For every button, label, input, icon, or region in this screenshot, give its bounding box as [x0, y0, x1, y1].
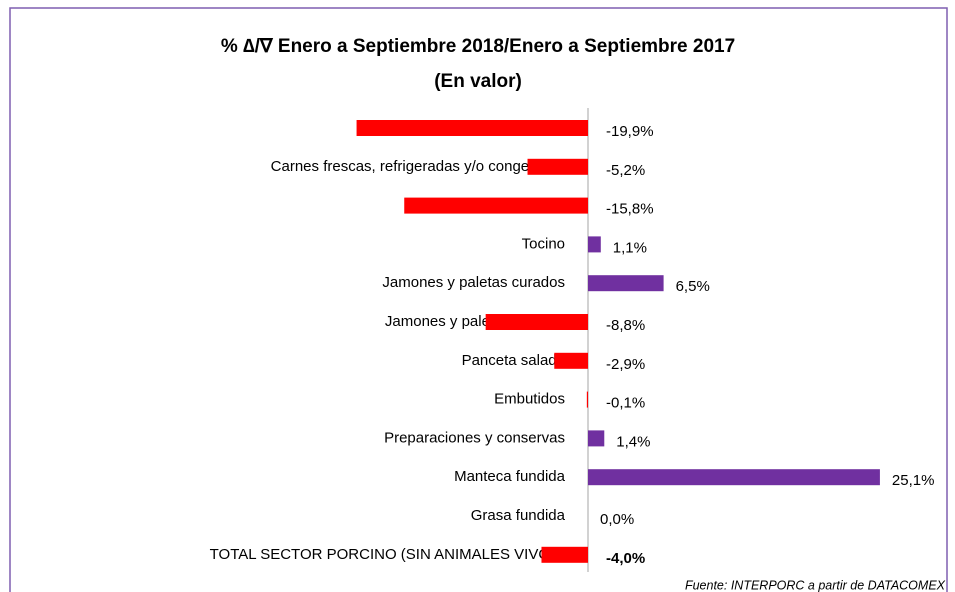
value-label: -19,9%	[606, 123, 654, 140]
value-label: -8,8%	[606, 317, 645, 334]
bar	[541, 546, 588, 563]
value-label: -15,8%	[606, 201, 654, 218]
bar	[554, 352, 588, 369]
source-note: Fuente: INTERPORC a partir de DATACOMEX	[685, 578, 946, 592]
category-label: Panceta salada	[462, 352, 566, 369]
category-label: TOTAL SECTOR PORCINO (SIN ANIMALES VIVOS…	[210, 546, 565, 563]
value-label: 25,1%	[892, 472, 935, 489]
chart-title: % ∆/∇ Enero a Septiembre 2018/Enero a Se…	[221, 36, 735, 57]
category-label: Manteca fundida	[454, 468, 566, 485]
value-label: 1,4%	[616, 433, 650, 450]
chart-border	[9, 7, 948, 592]
category-label: Tocino	[522, 235, 565, 252]
bar	[356, 120, 588, 136]
value-label: 0,0%	[600, 511, 634, 528]
category-label: Preparaciones y conservas	[384, 429, 565, 446]
category-label: Grasa fundida	[471, 507, 566, 524]
chart-subtitle: (En valor)	[434, 71, 522, 92]
category-label: Embutidos	[494, 391, 565, 408]
bar	[588, 236, 601, 253]
value-label: -2,9%	[606, 356, 645, 373]
value-label: -0,1%	[606, 395, 645, 412]
category-label: Carnes frescas, refrigeradas y/o congela…	[271, 158, 565, 175]
value-label: -5,2%	[606, 162, 645, 179]
category-label: Jamones y paletas curados	[382, 274, 565, 291]
bar	[485, 314, 588, 330]
value-label: 1,1%	[613, 239, 647, 256]
bar	[527, 158, 588, 175]
bar	[588, 430, 605, 447]
bar	[588, 275, 664, 292]
bar	[404, 197, 588, 214]
value-label: -4,0%	[606, 550, 645, 567]
bar	[588, 469, 880, 486]
bar	[586, 391, 588, 408]
value-label: 6,5%	[676, 278, 710, 295]
